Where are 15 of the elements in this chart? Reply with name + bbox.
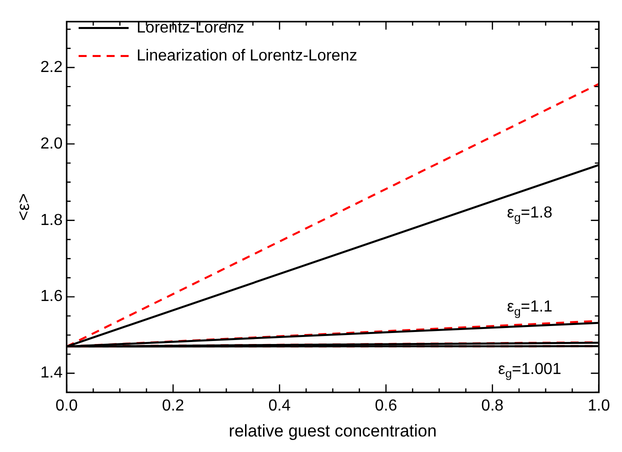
x-axis-title: relative guest concentration: [228, 421, 437, 440]
x-tick-label: 0.8: [481, 397, 504, 414]
x-tick-label: 0.6: [374, 397, 398, 414]
x-tick-label: 1.0: [588, 397, 610, 414]
y-tick-label: 2.2: [40, 58, 63, 76]
y-tick-label: 1.4: [40, 364, 63, 382]
y-tick-label: 1.8: [40, 212, 63, 229]
legend-label: Linearization of Lorentz-Lorenz: [136, 47, 358, 64]
y-tick-label: 1.6: [40, 288, 63, 306]
x-tick-label: 0.4: [268, 397, 291, 414]
x-tick-label: 0.0: [56, 397, 78, 414]
legend-label: Lorentz-Lorenz: [136, 19, 244, 36]
y-axis-title: <ε>: [14, 193, 33, 221]
y-tick-label: 2.0: [40, 135, 63, 152]
x-tick-label: 0.2: [162, 397, 184, 414]
